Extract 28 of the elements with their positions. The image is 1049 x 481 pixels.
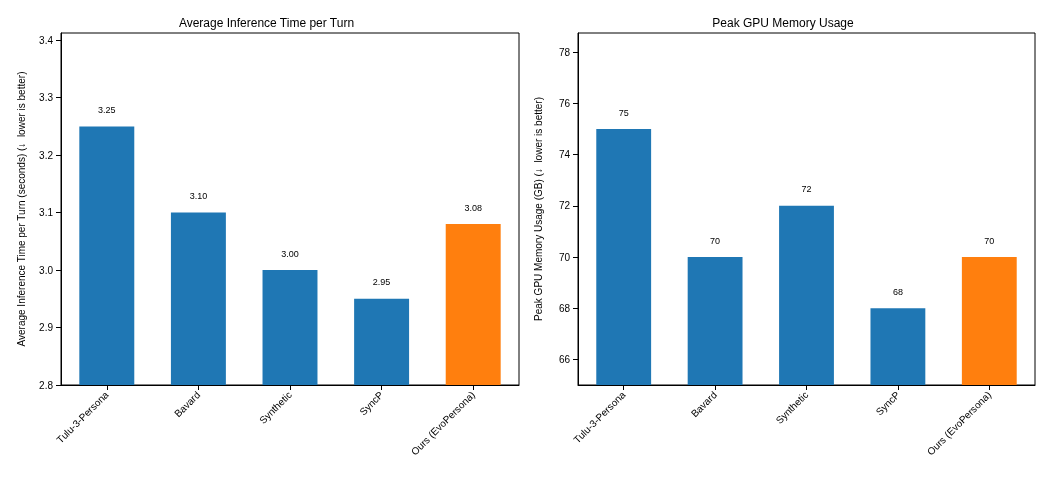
y-tick-label: 68 [558, 302, 571, 314]
y-tick-label: 2.8 [39, 379, 54, 391]
y-tick-label: 74 [558, 149, 571, 161]
y-tick-label: 3.3 [39, 92, 54, 104]
data-label: 3.08 [464, 202, 482, 213]
y-tick-label: 66 [558, 353, 571, 365]
data-label: 3.00 [281, 248, 299, 259]
data-label: 75 [618, 107, 629, 118]
data-label: 3.25 [98, 104, 116, 115]
data-label: 68 [892, 286, 903, 297]
y-axis-title: Average Inference Time per Turn (seconds) (↓ lower is better) [15, 71, 27, 347]
y-tick-label: 3.4 [39, 34, 54, 46]
y-tick-label: 70 [558, 251, 571, 263]
data-label: 2.95 [372, 277, 391, 288]
y-axis-title: Peak GPU Memory Usage (GB) (↓ lower is better) [532, 97, 544, 321]
data-label: 70 [984, 235, 995, 246]
y-tick-label: 78 [558, 46, 571, 58]
y-tick-label: 3.1 [39, 207, 54, 219]
y-tick-label: 72 [558, 200, 571, 212]
chart-title: Average Inference Time per Turn [178, 16, 355, 30]
data-label: 70 [710, 235, 721, 246]
chart-title: Peak GPU Memory Usage [712, 16, 855, 30]
y-tick-label: 3.2 [39, 149, 54, 161]
y-tick-label: 76 [558, 97, 571, 109]
data-label: 72 [801, 184, 812, 195]
y-tick-label: 3.0 [39, 264, 54, 276]
y-tick-label: 2.9 [39, 322, 54, 334]
data-label: 3.10 [189, 191, 208, 202]
